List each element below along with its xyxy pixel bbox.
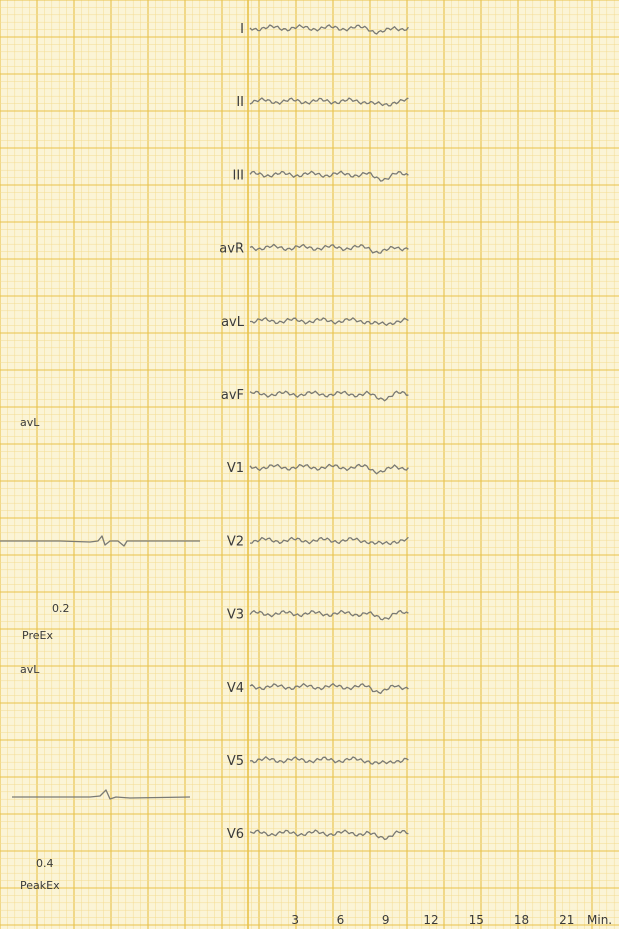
x-tick-label: 6	[337, 913, 345, 927]
lead-label: II	[236, 95, 244, 110]
lead-trace	[249, 390, 409, 402]
x-tick-label: 21	[559, 913, 574, 927]
x-axis-label: Min.	[587, 913, 612, 927]
side-label-preex: PreEx	[22, 629, 53, 642]
lead-trace	[249, 170, 409, 182]
side-lead-label-top: avL	[20, 416, 40, 429]
side-value-preex: 0.2	[52, 602, 70, 615]
lead-trace	[249, 243, 409, 254]
lead-trace	[249, 463, 409, 475]
lead-trace	[249, 683, 409, 695]
lead-label: V1	[227, 461, 244, 476]
lead-label: avL	[221, 315, 245, 330]
lead-trace	[250, 317, 409, 326]
lead-label: avF	[221, 388, 244, 403]
x-tick-label: 18	[514, 913, 529, 927]
lead-label: V5	[227, 754, 244, 769]
x-axis-ticks: 3 6 9 12 15 18 21	[291, 913, 574, 927]
lead-label: V6	[227, 827, 244, 842]
side-label-peakex: PeakEx	[20, 879, 60, 892]
lead-trace	[249, 829, 409, 841]
lead-trace	[249, 756, 409, 765]
side-panel: avL 0.2 PreEx avL 0.4 PeakEx	[0, 416, 200, 892]
lead-trace	[249, 609, 409, 621]
side-trace-preex	[0, 535, 200, 547]
lead-label: V4	[227, 681, 244, 696]
x-tick-label: 15	[469, 913, 484, 927]
lead-trace	[250, 536, 409, 546]
side-lead-label-bottom: avL	[20, 663, 40, 676]
lead-traces	[249, 24, 409, 841]
lead-trace	[249, 97, 409, 107]
lead-label: V2	[227, 534, 244, 549]
lead-label: V3	[227, 608, 244, 623]
x-tick-label: 9	[382, 913, 390, 927]
x-tick-label: 12	[423, 913, 438, 927]
lead-label: avR	[219, 242, 244, 257]
side-value-peakex: 0.4	[36, 857, 54, 870]
lead-label: III	[232, 168, 244, 183]
x-tick-label: 3	[291, 913, 299, 927]
lead-label: I	[240, 22, 244, 37]
side-trace-peakex	[12, 789, 191, 800]
lead-trace	[249, 24, 409, 35]
